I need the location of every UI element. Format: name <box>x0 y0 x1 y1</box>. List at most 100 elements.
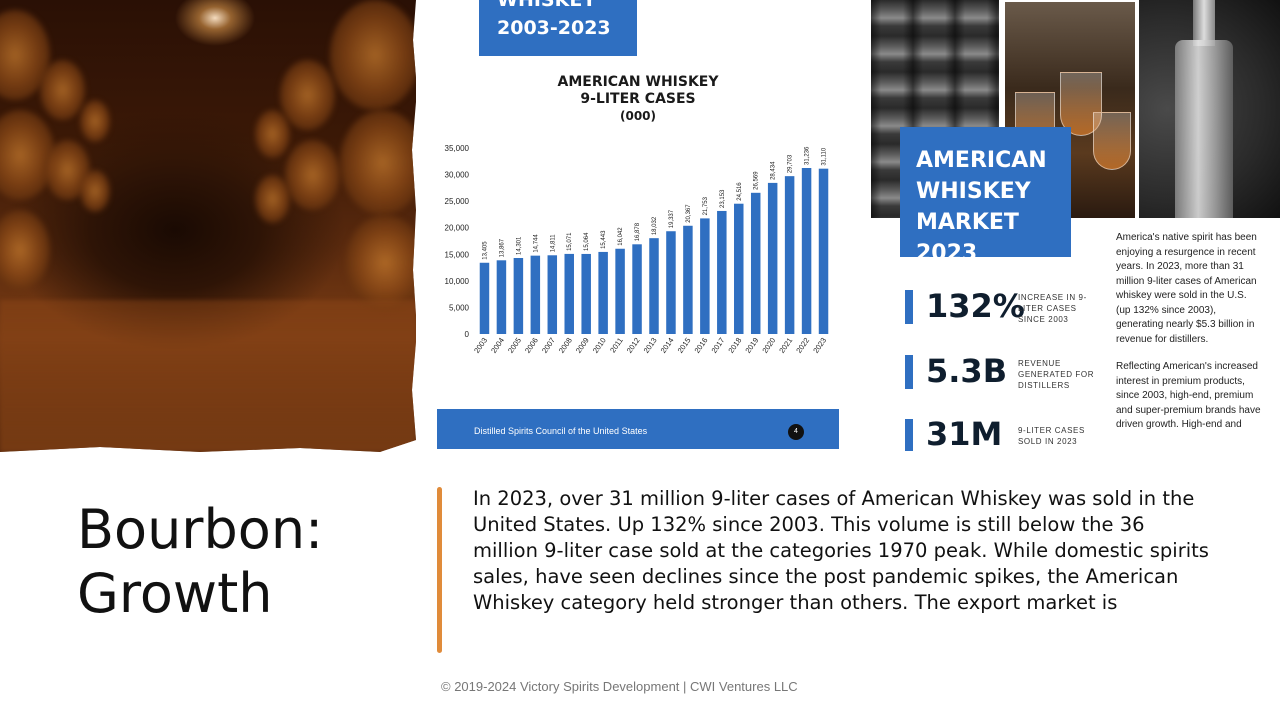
x-tick-label: 2008 <box>557 336 574 355</box>
bar-2014 <box>666 231 676 334</box>
stat-value: 132% <box>926 287 1025 325</box>
y-tick-label: 35,000 <box>445 144 470 153</box>
x-tick-label: 2013 <box>642 336 659 355</box>
stat-label: REVENUE GENERATED FOR DISTILLERS <box>1018 358 1094 391</box>
y-tick-label: 0 <box>465 330 470 339</box>
x-tick-label: 2007 <box>540 336 557 355</box>
y-tick-label: 30,000 <box>445 171 470 180</box>
info-paragraph: Reflecting American's increased interest… <box>1116 361 1261 430</box>
stat-label-line: GENERATED FOR <box>1018 370 1095 379</box>
stat-label-line: SINCE 2003 <box>1018 315 1069 324</box>
stat-label-line: REVENUE <box>1018 359 1061 368</box>
stat-value: 31M <box>926 415 1003 453</box>
bar-value-label: 20,367 <box>686 204 692 223</box>
slide-title-line: Bourbon: <box>77 498 324 561</box>
bar-value-label: 15,064 <box>584 232 590 251</box>
bar-2005 <box>513 258 524 334</box>
bar-2008 <box>564 253 574 334</box>
x-tick-label: 2018 <box>726 336 743 355</box>
slide-body-text: In 2023, over 31 million 9-liter cases o… <box>473 487 1209 614</box>
slide-title-line: Growth <box>77 562 273 625</box>
y-tick-label: 15,000 <box>445 250 470 259</box>
info-paragraph: America's native spirit has been enjoyin… <box>1116 232 1257 345</box>
bar-2011 <box>615 248 625 334</box>
bar-value-label: 21,753 <box>703 196 709 215</box>
x-tick-label: 2012 <box>625 336 642 355</box>
x-tick-label: 2009 <box>574 336 591 355</box>
bar-value-label: 18,032 <box>652 216 658 235</box>
market-title-line: MARKET 2023 <box>916 210 1019 266</box>
bar-2003 <box>479 262 490 334</box>
bar-2020 <box>767 182 778 334</box>
x-tick-label: 2010 <box>591 336 608 355</box>
bar-value-label: 26,569 <box>754 171 760 190</box>
chart-title-line: (000) <box>619 109 657 123</box>
chart-header-box: WHISKEY 2003-2023 <box>479 0 637 56</box>
bar-2009 <box>581 253 591 334</box>
y-tick-label: 25,000 <box>445 197 470 206</box>
x-tick-label: 2011 <box>608 336 625 354</box>
bar-value-label: 15,071 <box>567 232 573 251</box>
x-tick-label: 2003 <box>472 336 489 355</box>
bottle <box>1175 40 1233 218</box>
bar-2004 <box>496 260 507 334</box>
source-bar <box>437 409 839 449</box>
stat-label-line: INCREASE IN 9- <box>1018 293 1087 302</box>
bar-2021 <box>784 176 795 334</box>
stat-label: INCREASE IN 9- LITER CASES SINCE 2003 <box>1018 292 1087 325</box>
bar-2023 <box>818 168 829 334</box>
market-title-line: WHISKEY <box>916 179 1031 204</box>
page-number-badge: 4 <box>788 424 804 440</box>
bar-value-label: 16,878 <box>635 222 641 241</box>
bar-2016 <box>700 218 710 334</box>
bar-value-label: 14,301 <box>516 236 522 255</box>
footer-copyright: © 2019-2024 Victory Spirits Development … <box>441 679 798 694</box>
bar-value-label: 28,434 <box>771 161 777 180</box>
bar-2007 <box>547 255 558 334</box>
y-tick-label: 10,000 <box>445 277 470 286</box>
x-tick-label: 2014 <box>659 336 676 355</box>
barrel-warehouse-photo <box>0 0 416 452</box>
bar-value-label: 13,405 <box>482 241 488 260</box>
bar-2012 <box>632 244 642 334</box>
x-tick-label: 2017 <box>710 336 727 355</box>
bar-value-label: 29,703 <box>788 154 794 173</box>
stat-label-line: 9-LITER CASES <box>1018 426 1085 435</box>
stat-accent-bar <box>905 290 913 324</box>
x-tick-label: 2020 <box>760 336 777 355</box>
chart-header-line2: 2003-2023 <box>497 17 611 39</box>
bar-2006 <box>530 255 541 334</box>
stat-accent-bar <box>905 419 913 451</box>
x-tick-label: 2023 <box>811 336 828 355</box>
bar-2022 <box>801 168 812 334</box>
x-tick-label: 2006 <box>523 336 540 355</box>
x-tick-label: 2015 <box>676 336 693 355</box>
chart-header-line1: WHISKEY <box>497 0 597 11</box>
x-tick-label: 2005 <box>506 336 523 355</box>
bar-value-label: 23,153 <box>720 189 726 208</box>
market-title-line: AMERICAN <box>916 148 1047 173</box>
chart-title: AMERICAN WHISKEY 9-LITER CASES (000) <box>538 74 738 125</box>
source-text: Distilled Spirits Council of the United … <box>474 426 648 436</box>
accent-divider <box>437 487 442 653</box>
bar-value-label: 24,516 <box>737 182 743 201</box>
x-tick-label: 2019 <box>743 336 760 355</box>
bar-value-label: 14,744 <box>533 234 539 253</box>
bar-2010 <box>598 251 608 334</box>
bottle-neck <box>1193 0 1215 46</box>
y-tick-label: 5,000 <box>449 303 470 312</box>
x-tick-label: 2016 <box>693 336 710 355</box>
bar-2017 <box>717 210 727 334</box>
stat-label: 9-LITER CASES SOLD IN 2023 <box>1018 425 1085 447</box>
chart-title-line: AMERICAN WHISKEY <box>557 74 719 90</box>
market-title-box: AMERICAN WHISKEY MARKET 2023 <box>900 127 1071 266</box>
bar-value-label: 15,443 <box>601 230 607 249</box>
bar-value-label: 14,811 <box>550 234 556 253</box>
x-tick-label: 2022 <box>794 336 811 355</box>
bar-value-label: 13,867 <box>499 238 505 257</box>
bar-value-label: 31,236 <box>805 146 811 165</box>
bar-value-label: 31,110 <box>822 147 828 166</box>
bar-value-label: 16,042 <box>618 227 624 246</box>
bar-chart: 35,000 30,000 25,000 20,000 15,000 10,000 5,00… <box>445 144 829 355</box>
